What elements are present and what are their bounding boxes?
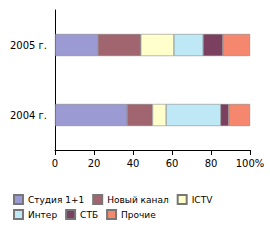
svg-text:100%: 100% <box>236 158 265 169</box>
svg-text:20: 20 <box>88 158 101 169</box>
svg-text:60: 60 <box>166 158 179 169</box>
svg-text:80: 80 <box>205 158 218 169</box>
svg-text:2005 г.: 2005 г. <box>10 40 47 51</box>
svg-text:СТБ: СТБ <box>80 210 98 220</box>
svg-text:Новый канал: Новый канал <box>107 195 169 205</box>
svg-text:40: 40 <box>127 158 140 169</box>
svg-text:Интер: Интер <box>28 210 57 220</box>
svg-text:2004 г.: 2004 г. <box>10 110 47 121</box>
svg-text:Прочие: Прочие <box>121 210 156 220</box>
svg-text:0: 0 <box>52 158 58 169</box>
svg-text:ICTV: ICTV <box>192 195 213 205</box>
svg-text:Студия 1+1: Студия 1+1 <box>28 195 84 205</box>
